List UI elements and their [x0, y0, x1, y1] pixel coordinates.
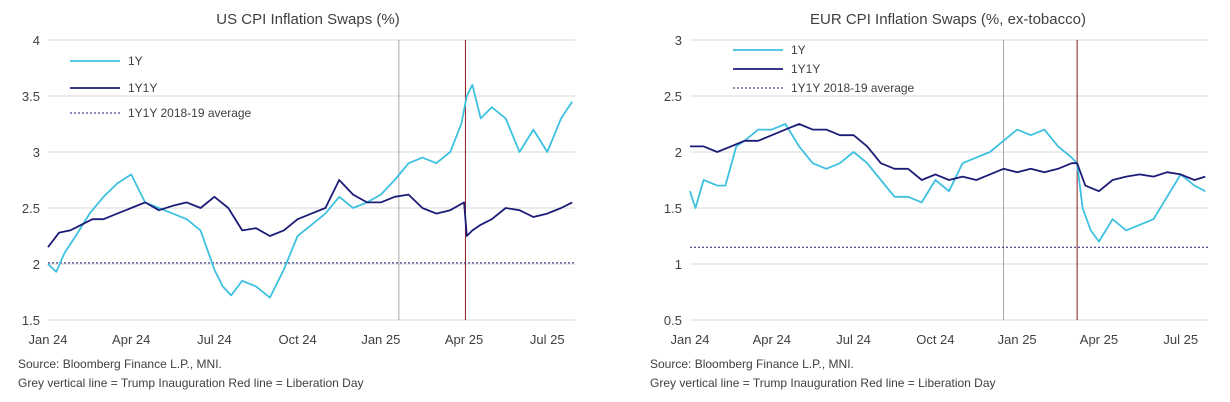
us-legend-label: 1Y	[128, 54, 143, 68]
eur-line-note: Grey vertical line = Trump Inauguration …	[650, 376, 996, 390]
us-x-tick-label: Jul 24	[197, 332, 232, 347]
us-series-1y-line	[47, 83, 573, 299]
us-line-note: Grey vertical line = Trump Inauguration …	[18, 376, 364, 390]
eur-x-tick-label: Apr 24	[753, 332, 791, 347]
eur-x-tick-label: Jan 25	[998, 332, 1037, 347]
eur-legend-label: 1Y	[791, 43, 806, 57]
us-y-tick-label: 2	[33, 257, 40, 272]
us-x-tick-label: Oct 24	[278, 332, 316, 347]
eur-chart-title: EUR CPI Inflation Swaps (%, ex-tobacco)	[810, 11, 1086, 28]
eur-x-tick-label: Jul 24	[836, 332, 871, 347]
eur-y-tick-label: 0.5	[664, 313, 682, 328]
us-chart-title: US CPI Inflation Swaps (%)	[216, 11, 399, 28]
eur-legend-label: 1Y1Y 2018-19 average	[791, 81, 915, 95]
eur-x-tick-label: Oct 24	[916, 332, 954, 347]
us-y-tick-label: 2.5	[22, 201, 40, 216]
us-source-note: Source: Bloomberg Finance L.P., MNI.	[18, 357, 222, 371]
us-x-tick-label: Jan 25	[361, 332, 400, 347]
us-cpi-chart-panel: 1.5 2 2.5 3 3.5 4 Jan 24 Apr 24 Jul 24 Oct 24 Jan …	[18, 11, 575, 390]
us-y-tick-label: 1.5	[22, 313, 40, 328]
us-x-tick-label: Apr 24	[112, 332, 150, 347]
eur-legend-label: 1Y1Y	[791, 62, 820, 76]
eur-series-1y-line	[689, 123, 1206, 243]
us-x-tick-label: Jan 24	[28, 332, 67, 347]
eur-x-tick-label: Apr 25	[1080, 332, 1118, 347]
eur-y-tick-label: 2	[675, 145, 682, 160]
eur-series-1y1y-line	[690, 123, 1206, 193]
eur-source-note: Source: Bloomberg Finance L.P., MNI.	[650, 357, 854, 371]
us-series-1y1y-line	[47, 179, 573, 248]
eur-y-tick-label: 1.5	[664, 201, 682, 216]
eur-y-tick-label: 1	[675, 257, 682, 272]
eur-x-tick-label: Jan 24	[670, 332, 709, 347]
us-x-tick-label: Jul 25	[530, 332, 565, 347]
eur-y-tick-label: 2.5	[664, 89, 682, 104]
eur-x-tick-label: Jul 25	[1163, 332, 1198, 347]
us-y-tick-label: 4	[33, 33, 40, 48]
us-legend-label: 1Y1Y	[128, 81, 157, 95]
eur-cpi-chart-panel: 0.5 1 1.5 2 2.5 3 Jan 24 Apr 24 Jul 24 Oct 24 Jan …	[615, 0, 1230, 402]
us-y-tick-label: 3	[33, 145, 40, 160]
us-x-tick-label: Apr 25	[445, 332, 483, 347]
eur-y-tick-label: 3	[675, 33, 682, 48]
us-legend-label: 1Y1Y 2018-19 average	[128, 106, 252, 120]
us-y-tick-label: 3.5	[22, 89, 40, 104]
us-cpi-chart: 1.5 2 2.5 3 3.5 4 Jan 24 Apr 24 Jul 24 Oct 24 Jan …	[22, 11, 575, 347]
eur-cpi-chart: 0.5 1 1.5 2 2.5 3 Jan 24 Apr 24 Jul 24 Oct 24 Jan …	[664, 11, 1208, 347]
